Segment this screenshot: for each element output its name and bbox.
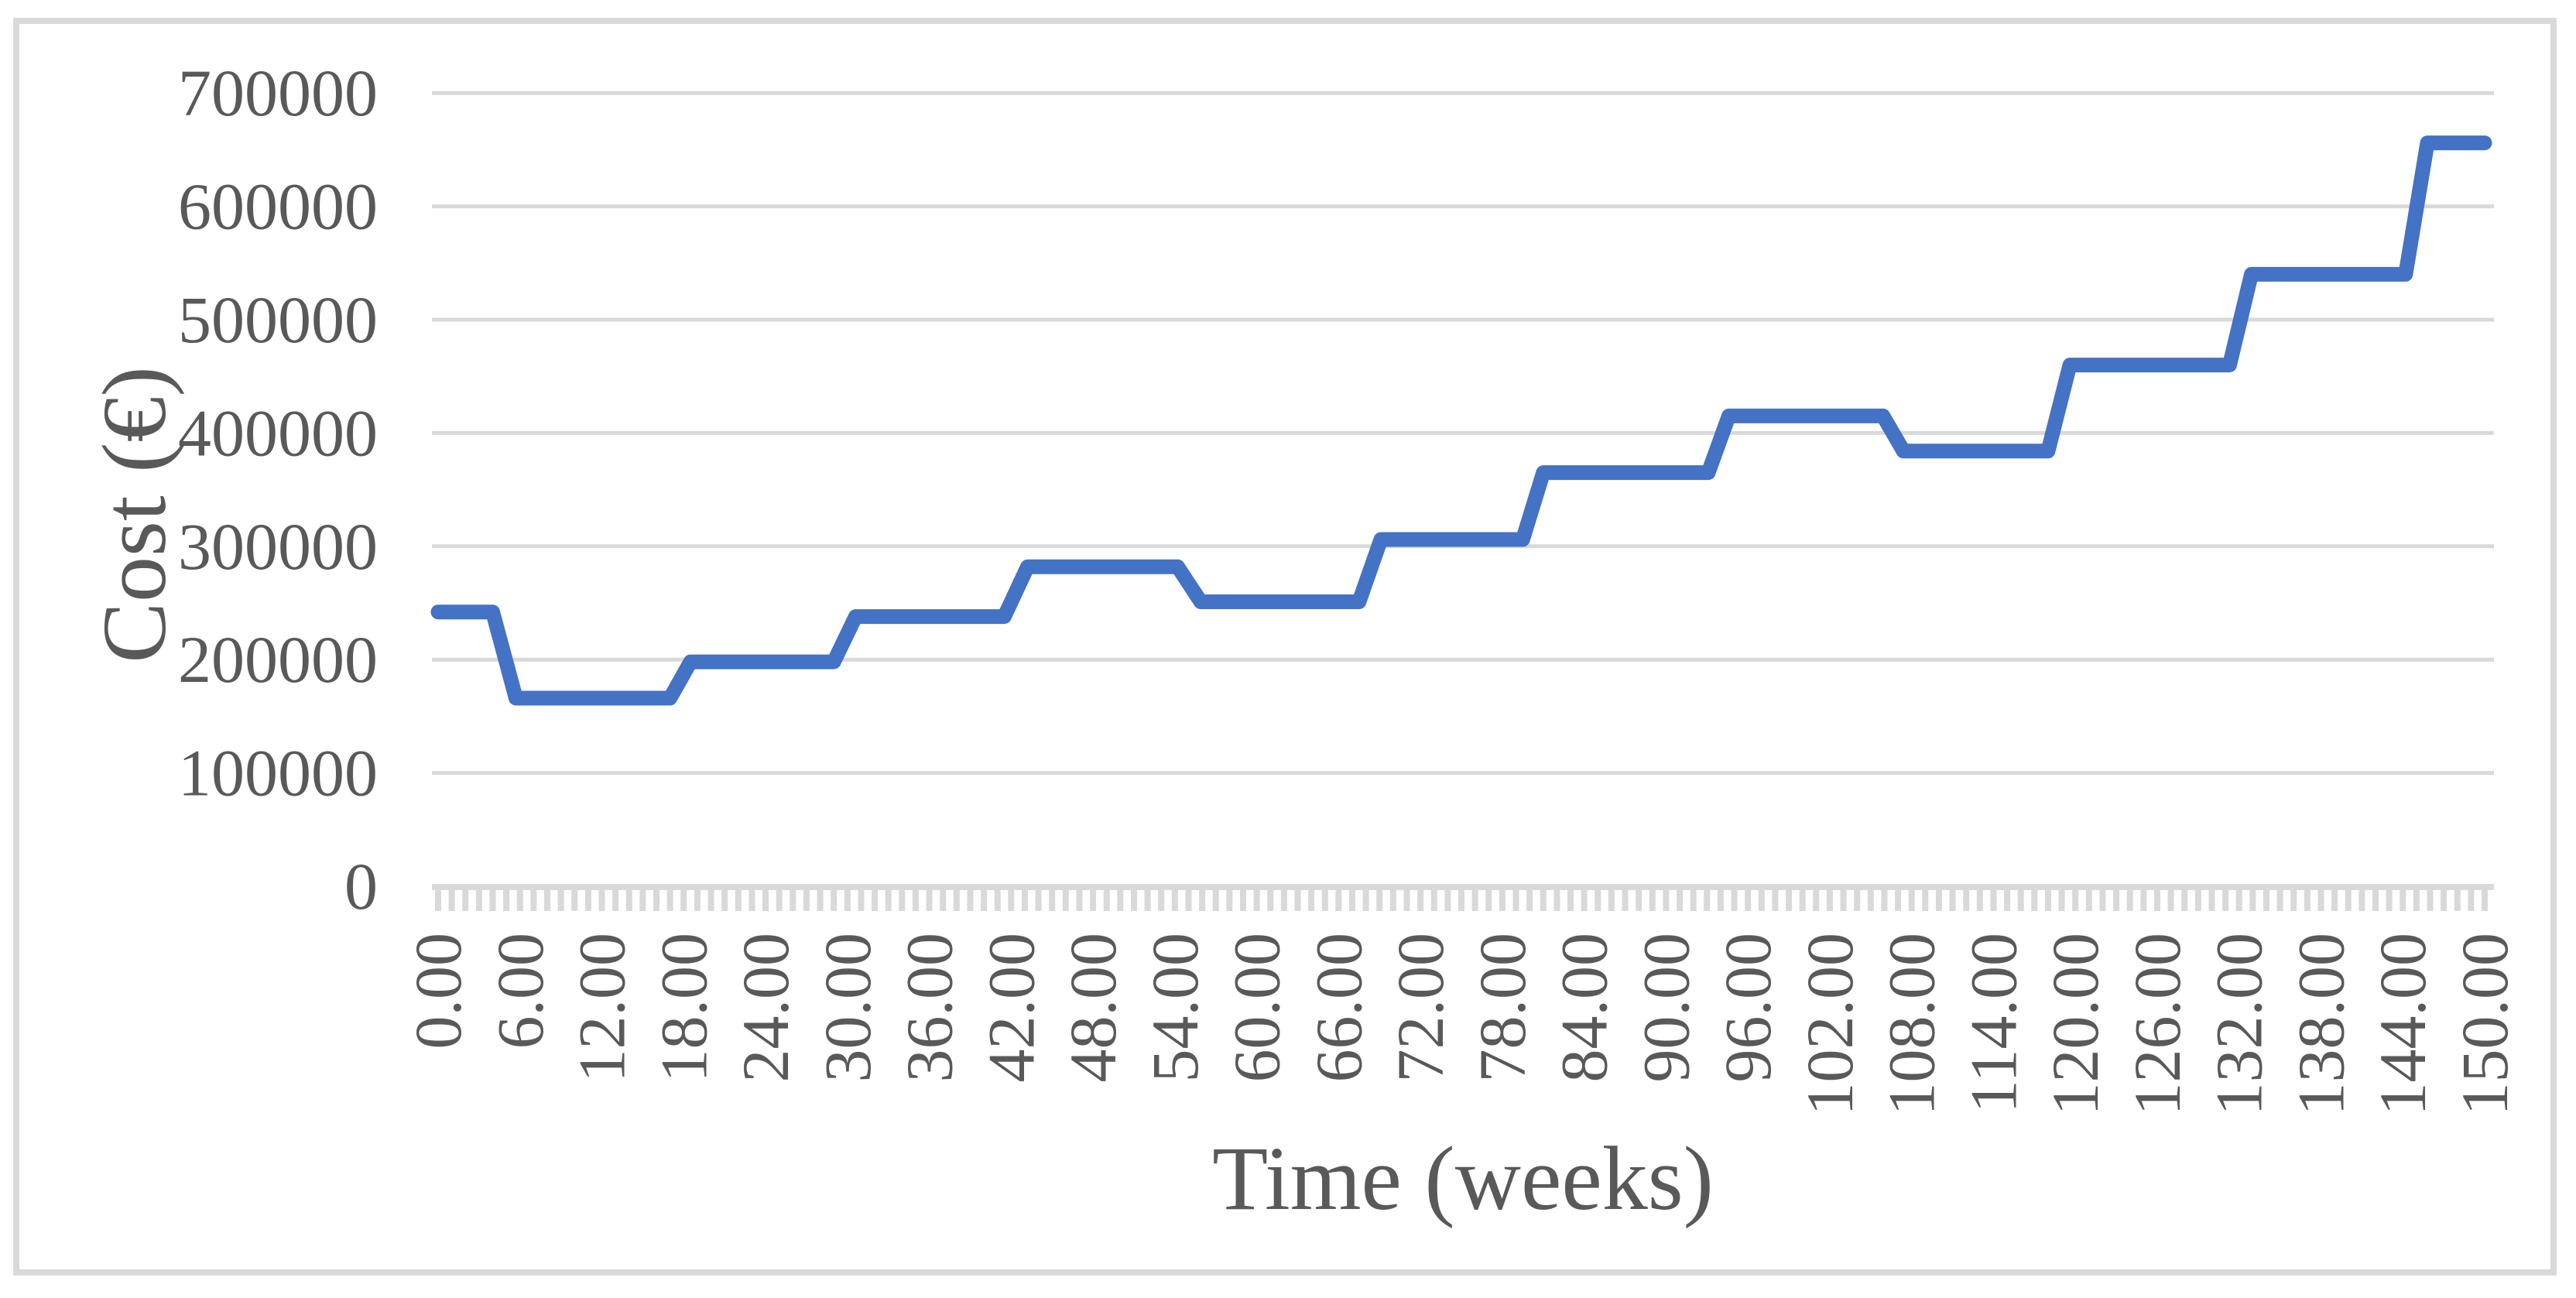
x-tick-label: 24.00 [728, 933, 803, 1083]
x-tick-label: 0.00 [401, 933, 475, 1050]
x-axis-title: Time (weeks) [1212, 1128, 1714, 1229]
x-tick-label: 60.00 [1220, 933, 1294, 1083]
x-tick-label: 78.00 [1465, 933, 1540, 1083]
figure-border [13, 18, 2557, 1276]
x-tick-label: 12.00 [565, 933, 639, 1083]
x-tick-label: 18.00 [646, 933, 721, 1083]
y-axis-tick-labels: 0 100000 200000 300000 400000 500000 600000 700… [178, 56, 378, 923]
y-tick-label: 300000 [178, 509, 378, 584]
x-tick-label: 48.00 [1056, 933, 1130, 1083]
y-tick-label: 400000 [178, 396, 378, 470]
x-tick-label: 138.00 [2283, 933, 2358, 1116]
x-axis [432, 884, 2494, 911]
y-tick-label: 100000 [178, 736, 378, 810]
x-tick-label: 36.00 [892, 933, 967, 1083]
x-axis-tick-labels: 0.00 6.00 12.00 18.00 24.00 30.00 36.00 42.00 48… [401, 933, 2522, 1116]
x-tick-label: 102.00 [1793, 933, 1867, 1116]
x-tick-label: 30.00 [810, 933, 885, 1083]
y-tick-label: 700000 [178, 56, 378, 130]
x-tick-label: 72.00 [1383, 933, 1458, 1083]
x-tick-label: 6.00 [483, 933, 557, 1050]
x-tick-label: 120.00 [2038, 933, 2112, 1116]
x-tick-label: 90.00 [1629, 933, 1703, 1083]
x-tick-label: 150.00 [2448, 933, 2522, 1116]
x-tick-label: 132.00 [2202, 933, 2276, 1116]
y-tick-label: 500000 [178, 283, 378, 357]
series-cost-polyline [430, 135, 2492, 706]
y-tick-label: 200000 [178, 622, 378, 697]
x-tick-label: 108.00 [1875, 933, 1949, 1116]
x-tick-label: 114.00 [1956, 933, 2030, 1113]
x-tick-label: 144.00 [2365, 933, 2440, 1116]
cost-series-line [430, 135, 2492, 706]
x-tick-label: 96.00 [1711, 933, 1785, 1083]
x-tick-label: 66.00 [1301, 933, 1375, 1083]
y-axis-title: Cost (€) [84, 366, 185, 663]
x-tick-label: 84.00 [1547, 933, 1622, 1083]
y-tick-label: 0 [344, 849, 378, 923]
horizontal-gridlines [432, 91, 2494, 776]
x-tick-label: 126.00 [2120, 933, 2194, 1116]
x-tick-label: 42.00 [974, 933, 1048, 1083]
x-tick-label: 54.00 [1138, 933, 1212, 1083]
y-tick-label: 600000 [178, 170, 378, 244]
